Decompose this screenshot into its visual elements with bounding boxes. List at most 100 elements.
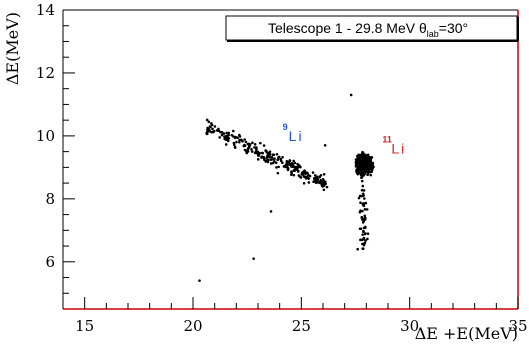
point-9li: [292, 173, 296, 177]
point-9li: [294, 168, 297, 172]
point-9li: [208, 125, 212, 128]
point-9li: [264, 160, 268, 163]
point-11li-tail: [359, 227, 363, 231]
point-11li-tail: [361, 209, 364, 213]
point-11li: [355, 162, 359, 165]
point-11li-tail: [360, 188, 364, 192]
point-11li-tail: [364, 201, 368, 205]
y-tick-label: 14: [36, 1, 55, 19]
point-11li-tail: [362, 229, 365, 233]
point-9li: [256, 150, 260, 154]
point-9li: [318, 175, 321, 179]
point-9li: [232, 143, 236, 147]
particle-mass: 9: [283, 122, 288, 132]
point-9li: [250, 148, 253, 151]
point-11li: [370, 162, 374, 165]
point-11li-tail: [362, 194, 365, 197]
point-9li: [206, 126, 209, 130]
point-11li-tail: [359, 238, 362, 242]
data-points: [198, 93, 375, 282]
point-9li: [238, 140, 241, 144]
point-11li-tail: [363, 214, 366, 218]
point-9li: [207, 129, 211, 133]
point-9li: [224, 136, 228, 140]
point-11li-tail: [359, 201, 362, 204]
point-11li-tail: [362, 189, 366, 192]
point-9li: [255, 146, 258, 150]
point-9li: [307, 181, 311, 184]
point-11li-tail: [361, 184, 365, 188]
point-9li: [242, 144, 246, 148]
point-9li: [256, 152, 260, 156]
point-11li: [356, 169, 360, 172]
point-9li: [286, 165, 289, 169]
point-11li: [366, 159, 369, 163]
point-9li: [220, 133, 224, 137]
point-9li: [253, 143, 257, 146]
point-9li: [292, 159, 295, 163]
point-9li: [314, 181, 318, 184]
point-11li: [369, 166, 372, 170]
point-9li: [315, 175, 318, 179]
point-11li-tail: [361, 221, 365, 224]
point-9li: [275, 152, 279, 156]
x-tick-label: 25: [292, 317, 311, 335]
point-9li: [319, 174, 323, 177]
point-11li: [364, 164, 368, 168]
point-9li: [302, 175, 306, 178]
point-11li: [362, 154, 365, 157]
point-9li: [253, 151, 257, 155]
point-9li: [250, 150, 254, 153]
point-9li: [266, 158, 270, 162]
point-9li: [307, 177, 311, 180]
axis-ticks: 15 20 25 30 35 6 8 10 12 14: [36, 1, 528, 335]
point-11li-tail: [363, 197, 366, 200]
point-isolated: [198, 279, 201, 282]
x-tick-label: 15: [75, 317, 94, 335]
point-9li: [285, 159, 289, 163]
point-9li: [227, 131, 231, 135]
point-9li: [259, 141, 262, 145]
point-9li: [322, 188, 326, 192]
point-9li: [213, 125, 217, 128]
point-9li: [268, 155, 271, 159]
point-9li: [211, 130, 215, 134]
point-9li: [205, 132, 209, 136]
point-9li: [288, 159, 292, 163]
point-11li-tail: [360, 176, 364, 179]
point-11li: [362, 159, 366, 162]
point-9li: [296, 169, 300, 172]
point-11li-tail: [361, 233, 364, 236]
x-axis-label: ΔE +E(MeV): [415, 324, 518, 343]
point-11li: [366, 171, 370, 175]
point-9li: [322, 184, 326, 187]
particle-symbol: Li: [391, 140, 406, 156]
point-9li: [279, 157, 283, 161]
particle-mass: 11: [382, 134, 392, 144]
point-11li: [369, 173, 373, 177]
point-9li: [224, 143, 228, 146]
title-theta: θ: [419, 20, 427, 36]
point-11li-tail: [364, 239, 367, 242]
point-9li: [297, 174, 301, 177]
point-11li: [361, 150, 364, 154]
point-11li-tail: [358, 194, 362, 198]
point-11li: [357, 166, 361, 169]
point-9li: [217, 127, 220, 131]
point-9li: [235, 140, 238, 144]
point-9li: [207, 120, 211, 124]
y-axis-label: ΔE(MeV): [3, 12, 22, 85]
point-9li: [299, 165, 302, 169]
point-9li: [247, 147, 250, 150]
point-11li: [364, 157, 368, 160]
point-isolated: [269, 210, 273, 213]
point-11li: [359, 158, 363, 162]
point-9li: [245, 149, 249, 153]
chart-title: Telescope 1 - 29.8 MeV θlab=30°: [268, 20, 468, 39]
point-9li: [302, 182, 306, 185]
point-11li: [359, 169, 363, 173]
point-9li: [227, 136, 231, 140]
point-11li: [358, 155, 362, 158]
point-isolated: [356, 247, 359, 251]
